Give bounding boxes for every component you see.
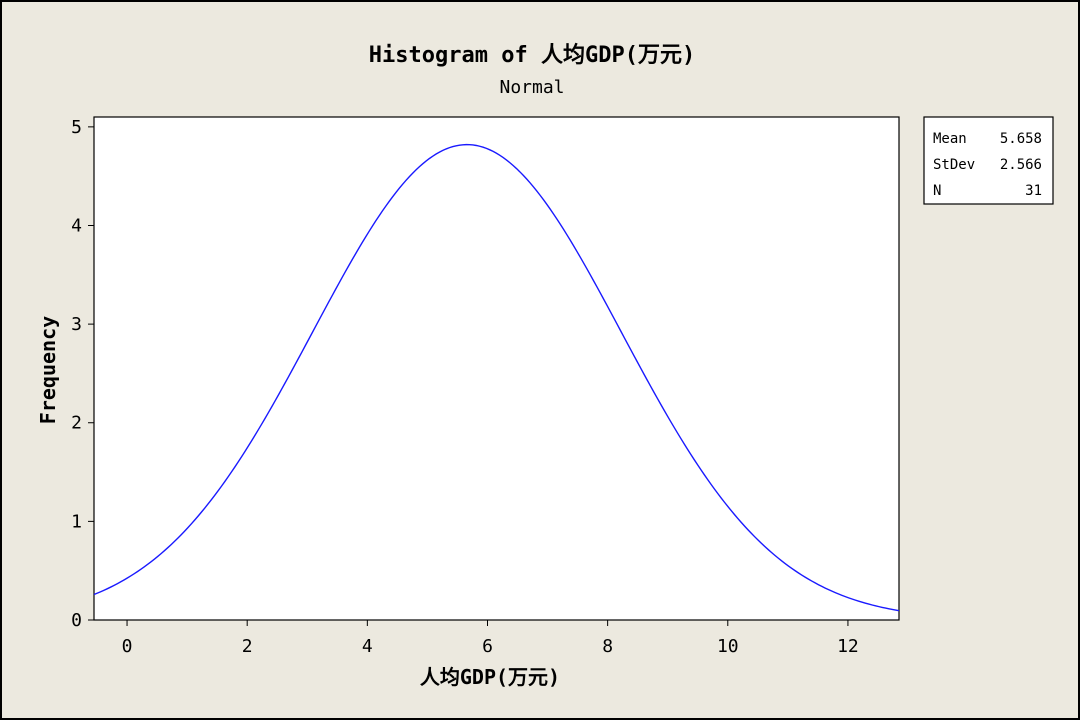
stats-legend-box: Mean 5.658 StDev 2.566 N 31 [923, 116, 1054, 205]
plot-area [93, 116, 900, 621]
y-axis-label: Frequency [36, 316, 60, 424]
x-tick-label: 8 [602, 636, 613, 657]
x-tick-label: 4 [362, 636, 373, 657]
stats-n-value: 31 [1025, 183, 1042, 199]
stats-mean-label: Mean [933, 131, 967, 147]
normal-fit-curve [93, 143, 900, 612]
stats-stdev-value: 2.566 [1000, 157, 1042, 173]
y-tick-label: 3 [71, 314, 82, 335]
y-tick-label: 0 [71, 610, 82, 631]
y-axis: 0 1 2 3 4 5 [71, 117, 94, 631]
x-tick-label: 10 [717, 636, 739, 657]
stats-legend-border [923, 116, 1054, 205]
x-tick-label: 2 [242, 636, 253, 657]
x-axis-label: 人均GDP(万元) [420, 665, 560, 689]
x-tick-label: 12 [837, 636, 859, 657]
stats-n-label: N [933, 183, 941, 199]
y-tick-label: 5 [71, 117, 82, 138]
stats-mean-value: 5.658 [1000, 131, 1042, 147]
x-axis: 0 2 4 6 8 10 12 [122, 620, 859, 657]
y-tick-label: 2 [71, 413, 82, 434]
chart-title: Histogram of 人均GDP(万元) [369, 42, 695, 68]
y-tick-label: 1 [71, 511, 82, 532]
y-tick-label: 4 [71, 215, 82, 236]
chart-subtitle: Normal [499, 77, 564, 98]
x-tick-label: 0 [122, 636, 133, 657]
stats-stdev-label: StDev [933, 157, 975, 173]
x-tick-label: 6 [482, 636, 493, 657]
